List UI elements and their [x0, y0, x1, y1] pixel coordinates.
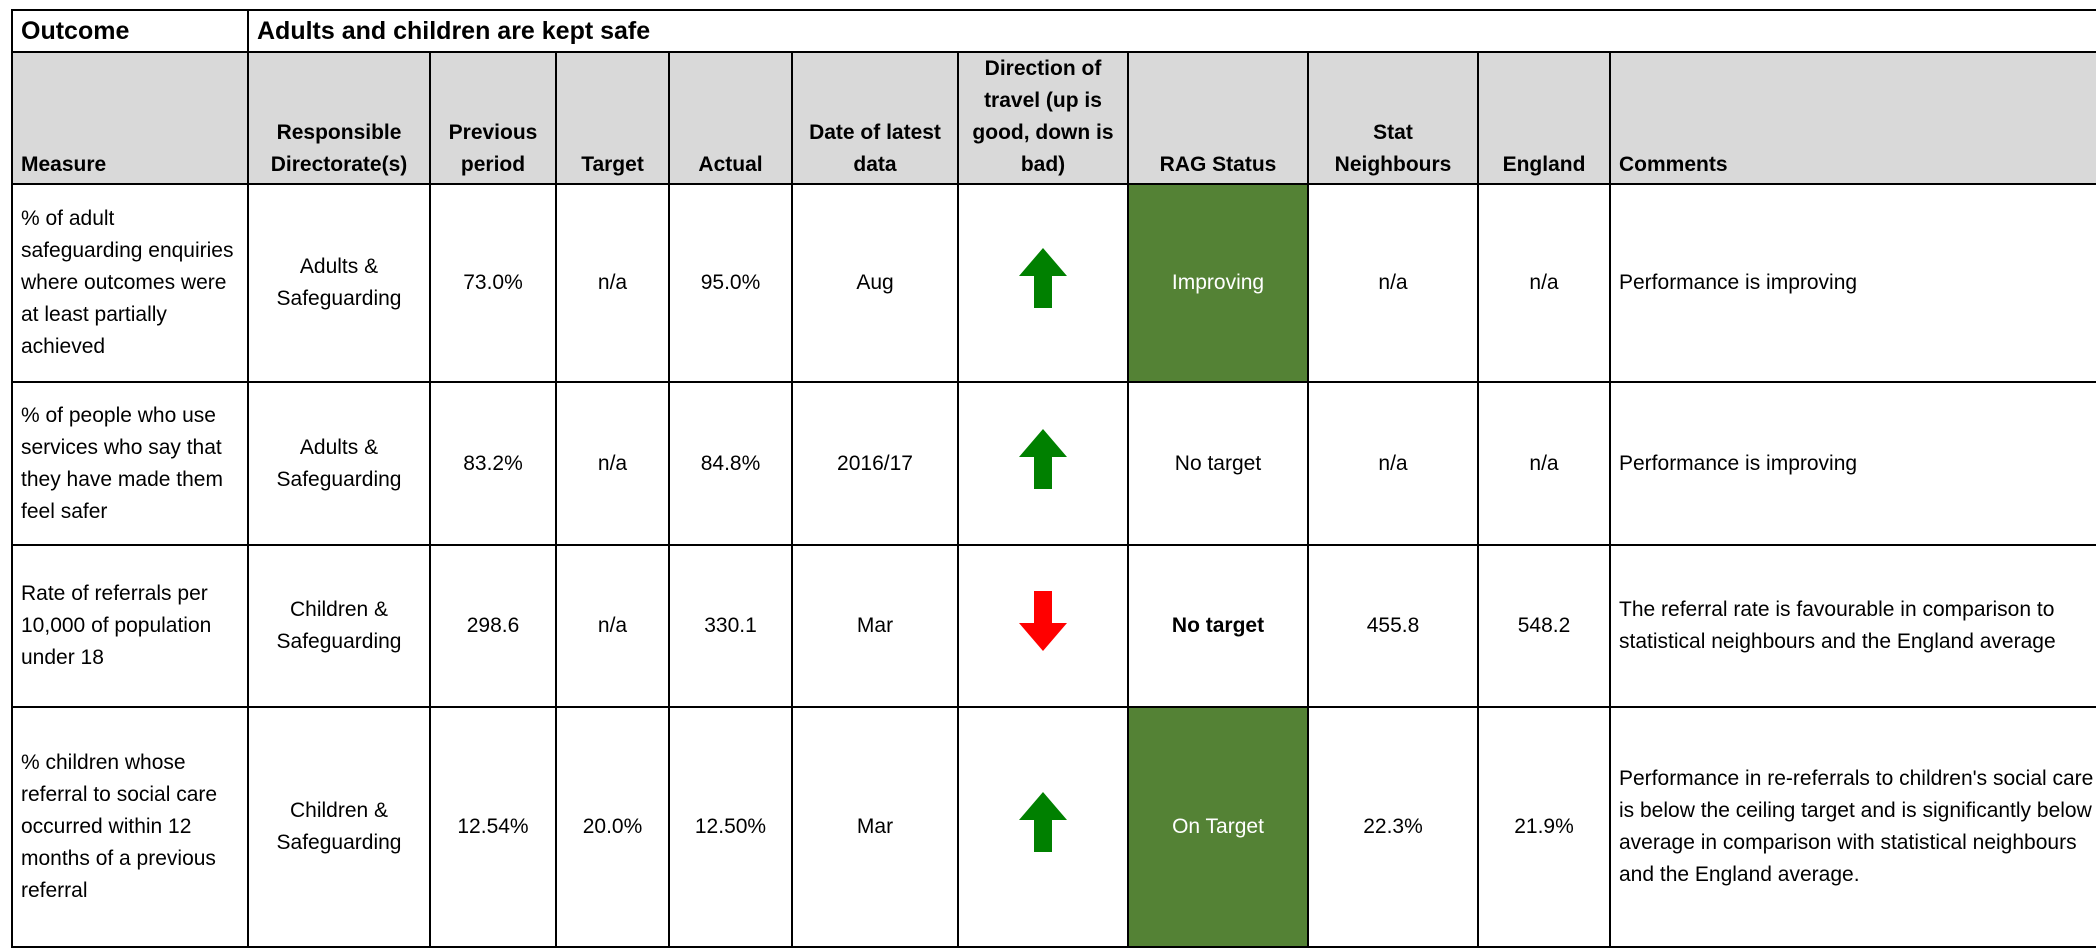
- data-row: % of people who use services who say tha…: [11, 381, 2096, 546]
- previous-period: 73.0%: [429, 183, 557, 383]
- measure: Rate of referrals per 10,000 of populati…: [11, 544, 249, 708]
- column-header: Stat Neighbours: [1307, 51, 1479, 185]
- column-header: Measure: [11, 51, 249, 185]
- kpi-table: Outcome Adults and children are kept saf…: [11, 9, 2096, 948]
- measure: % children whose referral to social care…: [11, 706, 249, 948]
- outcome-label: Outcome: [11, 9, 249, 53]
- previous-period: 298.6: [429, 544, 557, 708]
- column-header: Responsible Directorate(s): [247, 51, 431, 185]
- arrow-down: [1019, 591, 1067, 651]
- directorate: Children & Safeguarding: [247, 544, 431, 708]
- actual: 330.1: [668, 544, 793, 708]
- comments: Performance is improving: [1608, 183, 2096, 383]
- outcome-title: Adults and children are kept safe: [246, 9, 2096, 53]
- data-row: % of adult safeguarding enquiries where …: [11, 183, 2096, 383]
- direction: [957, 544, 1129, 708]
- data-row: % children whose referral to social care…: [11, 706, 2096, 948]
- data-row: Rate of referrals per 10,000 of populati…: [11, 544, 2096, 708]
- target: n/a: [555, 183, 670, 383]
- arrow-up: [1019, 792, 1067, 852]
- england: n/a: [1477, 381, 1611, 546]
- date: Mar: [791, 544, 959, 708]
- column-header: Date of latest data: [791, 51, 959, 185]
- date: Aug: [791, 183, 959, 383]
- rag-status: On Target: [1127, 706, 1309, 948]
- actual: 84.8%: [668, 381, 793, 546]
- column-header: Comments: [1608, 51, 2096, 185]
- stat-neighbours: 22.3%: [1307, 706, 1479, 948]
- comments: Performance in re-referrals to children'…: [1608, 706, 2096, 948]
- target: n/a: [555, 381, 670, 546]
- comments: The referral rate is favourable in compa…: [1608, 544, 2096, 708]
- england: 21.9%: [1477, 706, 1611, 948]
- arrow-up: [1019, 428, 1067, 489]
- directorate: Adults & Safeguarding: [247, 381, 431, 546]
- stat-neighbours: n/a: [1307, 381, 1479, 546]
- direction: [957, 706, 1129, 948]
- direction: [957, 183, 1129, 383]
- column-header: England: [1477, 51, 1611, 185]
- column-header: Target: [555, 51, 670, 185]
- target: 20.0%: [555, 706, 670, 948]
- column-header-row: Measure Responsible Directorate(s) Previ…: [11, 51, 2096, 185]
- rag-status: No target: [1127, 381, 1309, 546]
- comments: Performance is improving: [1608, 381, 2096, 546]
- column-header: Previous period: [429, 51, 557, 185]
- date: Mar: [791, 706, 959, 948]
- column-header: Direction of travel (up is good, down is…: [957, 51, 1129, 185]
- previous-period: 12.54%: [429, 706, 557, 948]
- outcome-row: Outcome Adults and children are kept saf…: [11, 9, 2096, 53]
- rag-status: No target: [1127, 544, 1309, 708]
- measure: % of adult safeguarding enquiries where …: [11, 183, 249, 383]
- date: 2016/17: [791, 381, 959, 546]
- direction: [957, 381, 1129, 546]
- target: n/a: [555, 544, 670, 708]
- actual: 12.50%: [668, 706, 793, 948]
- rag-status: Improving: [1127, 183, 1309, 383]
- directorate: Adults & Safeguarding: [247, 183, 431, 383]
- england: 548.2: [1477, 544, 1611, 708]
- column-header: RAG Status: [1127, 51, 1309, 185]
- stat-neighbours: n/a: [1307, 183, 1479, 383]
- previous-period: 83.2%: [429, 381, 557, 546]
- england: n/a: [1477, 183, 1611, 383]
- stat-neighbours: 455.8: [1307, 544, 1479, 708]
- arrow-up: [1019, 248, 1067, 308]
- measure: % of people who use services who say tha…: [11, 381, 249, 546]
- actual: 95.0%: [668, 183, 793, 383]
- directorate: Children & Safeguarding: [247, 706, 431, 948]
- column-header: Actual: [668, 51, 793, 185]
